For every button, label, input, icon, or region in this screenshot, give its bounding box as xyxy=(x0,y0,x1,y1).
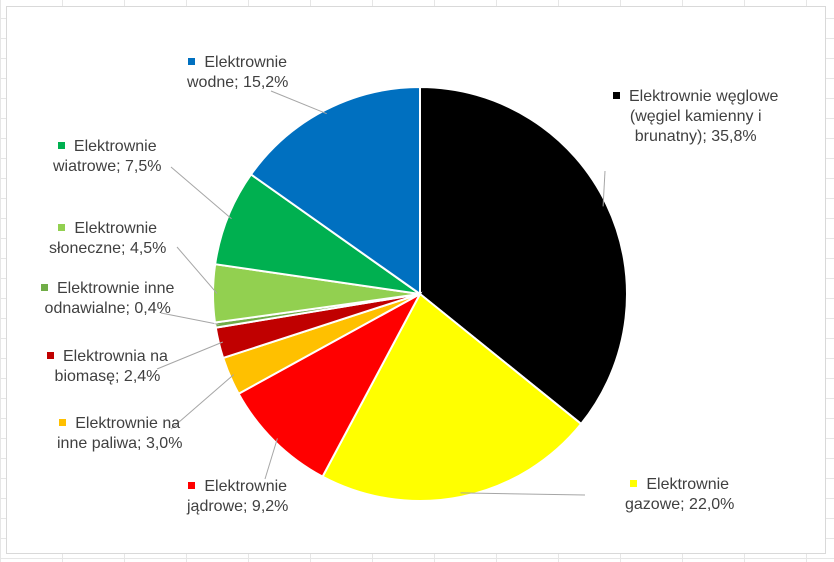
data-label[interactable]: Elektrownie wodne; 15,2% xyxy=(187,53,288,93)
data-label-line: jądrowe; 9,2% xyxy=(187,497,288,517)
data-label-text: Elektrownie xyxy=(73,138,157,155)
data-label-line: Elektrownie xyxy=(53,137,162,157)
data-label[interactable]: Elektrownie wiatrowe; 7,5% xyxy=(53,137,162,177)
data-label-text: Elektrownie inne xyxy=(57,280,175,297)
pie-slice[interactable] xyxy=(321,292,583,502)
pie-chart-area[interactable]: Elektrownie węglowe (węgiel kamienny i bru… xyxy=(6,6,826,554)
data-label-line: wodne; 15,2% xyxy=(187,73,288,93)
pie-slice[interactable] xyxy=(419,85,628,426)
data-label[interactable]: Elektrownie na inne paliwa; 3,0% xyxy=(57,414,182,454)
data-label-text: jądrowe; 9,2% xyxy=(187,498,289,515)
data-label-text: słoneczne; 4,5% xyxy=(49,240,167,257)
data-label-line: Elektrownia na xyxy=(47,347,168,367)
legend-key-icon xyxy=(188,58,196,65)
leader-line xyxy=(602,170,606,207)
leader-line xyxy=(156,341,223,370)
data-label-text: wodne; 15,2% xyxy=(187,74,289,91)
data-label[interactable]: Elektrownie słoneczne; 4,5% xyxy=(49,219,166,259)
data-label[interactable]: Elektrownie gazowe; 22,0% xyxy=(625,475,734,515)
leader-line xyxy=(176,246,218,294)
leader-line xyxy=(160,312,220,325)
data-label-line: Elektrownie węglowe xyxy=(613,87,778,107)
pie-slice[interactable] xyxy=(237,291,423,478)
legend-key-icon xyxy=(57,142,65,149)
leader-line xyxy=(460,492,586,496)
data-label-text: Elektrownie węglowe xyxy=(629,88,779,105)
legend-key-icon xyxy=(58,224,66,231)
data-label-line: brunatny); 35,8% xyxy=(613,127,778,147)
data-label[interactable]: Elektrownie inne odnawialne; 0,4% xyxy=(41,279,174,319)
data-label-text: (węgiel kamienny i xyxy=(629,108,762,125)
data-label-line: odnawialne; 0,4% xyxy=(41,299,174,319)
data-label-text: Elektrownia na xyxy=(63,348,168,365)
data-label-line: słoneczne; 4,5% xyxy=(49,239,166,259)
legend-key-icon xyxy=(630,480,638,487)
data-label-text: Elektrownie xyxy=(204,54,288,71)
pie-slice[interactable] xyxy=(214,173,421,295)
data-label-line: wiatrowe; 7,5% xyxy=(53,157,162,177)
data-label-line: inne paliwa; 3,0% xyxy=(57,434,182,454)
leader-line xyxy=(170,374,235,430)
data-label-text: Elektrownie xyxy=(204,478,288,495)
leader-line xyxy=(170,166,232,220)
legend-key-icon xyxy=(188,482,196,489)
data-label-text: Elektrownie xyxy=(646,476,730,493)
data-label-line: Elektrownie na xyxy=(57,414,182,434)
data-label-text: inne paliwa; 3,0% xyxy=(57,435,183,452)
pie-chart xyxy=(156,85,628,502)
legend-key-icon xyxy=(613,92,620,99)
data-label-line: Elektrownie xyxy=(187,53,288,73)
data-label-line: (węgiel kamienny i xyxy=(613,107,778,127)
data-label-text: biomasę; 2,4% xyxy=(54,368,161,385)
data-label-text: Elektrownie na xyxy=(75,415,181,432)
data-label-text: Elektrownie xyxy=(74,220,158,237)
data-label-line: Elektrownie xyxy=(625,475,734,495)
data-label-line: Elektrownie xyxy=(187,477,288,497)
data-label-line: Elektrownie inne xyxy=(41,279,174,299)
data-label-line: Elektrownie xyxy=(49,219,166,239)
leader-line xyxy=(270,90,327,115)
data-label-line: biomasę; 2,4% xyxy=(47,367,168,387)
legend-key-icon xyxy=(47,352,54,359)
data-label-text: gazowe; 22,0% xyxy=(625,496,735,513)
legend-key-icon xyxy=(59,419,67,426)
data-label[interactable]: Elektrownie węglowe (węgiel kamienny i bru… xyxy=(613,87,778,147)
legend-key-icon xyxy=(41,284,48,291)
data-label-line: gazowe; 22,0% xyxy=(625,495,734,515)
data-label[interactable]: Elektrownie jądrowe; 9,2% xyxy=(187,477,288,517)
data-label-text: wiatrowe; 7,5% xyxy=(53,158,162,175)
pie-slice[interactable] xyxy=(249,85,421,296)
data-label-text: odnawialne; 0,4% xyxy=(44,300,171,317)
data-label[interactable]: Elektrownia na biomasę; 2,4% xyxy=(47,347,168,387)
leader-line xyxy=(264,438,278,480)
data-label-text: brunatny); 35,8% xyxy=(634,128,757,145)
